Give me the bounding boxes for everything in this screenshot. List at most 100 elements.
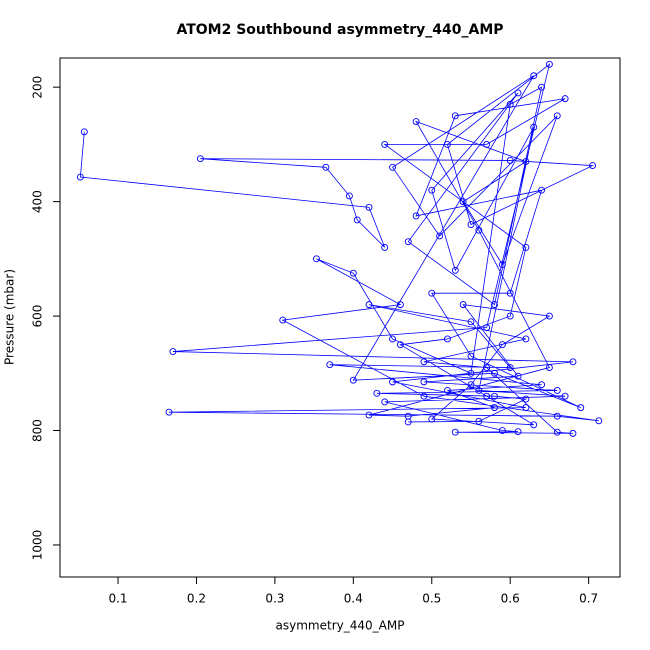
data-point [569, 429, 577, 437]
x-tick-label: 0.3 [265, 592, 284, 606]
data-point [420, 378, 428, 386]
data-point [326, 361, 334, 369]
data-point [475, 417, 483, 425]
data-point [589, 162, 596, 170]
data-point [196, 155, 204, 163]
data-point [545, 60, 553, 68]
data-point [365, 301, 373, 309]
data-point [389, 163, 396, 171]
data-point [553, 428, 561, 436]
data-point [444, 387, 451, 394]
data-point [459, 301, 467, 309]
data-point [553, 112, 561, 120]
data-point [538, 381, 546, 389]
plot-area [76, 60, 603, 437]
data-point [381, 398, 389, 406]
data-point [530, 421, 538, 429]
data-point [381, 140, 389, 148]
data-point [483, 140, 491, 148]
data-point [522, 158, 530, 166]
data-point [538, 186, 546, 194]
data-point [373, 389, 381, 397]
data-point [389, 378, 396, 386]
data-point [553, 387, 561, 394]
data-point [522, 335, 530, 343]
y-tick-label: 600 [31, 305, 45, 328]
data-point [467, 369, 475, 377]
data-point [506, 364, 514, 372]
data-point [444, 335, 451, 343]
data-point [444, 140, 451, 148]
data-point [428, 289, 436, 297]
data-point [365, 411, 373, 419]
data-point [498, 261, 506, 269]
data-point [451, 266, 459, 274]
data-point [498, 341, 506, 349]
data-point [491, 301, 498, 309]
x-tick-label: 0.2 [187, 592, 206, 606]
data-point [349, 376, 357, 384]
data-point [467, 221, 475, 228]
data-point [353, 216, 361, 224]
data-point [561, 392, 569, 400]
data-point [396, 341, 404, 349]
data-point [506, 312, 514, 320]
data-point [553, 412, 561, 420]
data-point [365, 203, 373, 211]
data-point [459, 198, 467, 206]
data-point [530, 72, 538, 80]
data-point [345, 192, 353, 200]
data-point [491, 392, 498, 400]
data-point [475, 226, 483, 234]
data-point [577, 404, 585, 412]
data-point [522, 395, 530, 403]
x-axis-label: asymmetry_440_AMP [276, 619, 405, 633]
x-tick-label: 0.4 [344, 592, 363, 606]
data-point [80, 128, 88, 136]
data-point [76, 173, 84, 181]
data-point [561, 95, 569, 103]
x-tick-label: 0.6 [501, 592, 520, 606]
data-point [322, 163, 330, 171]
data-point [569, 358, 577, 366]
data-point [506, 156, 514, 164]
data-point [412, 118, 420, 125]
data-point [420, 392, 428, 400]
data-point [545, 312, 553, 320]
data-point [279, 316, 287, 324]
data-point [483, 392, 491, 400]
y-axis-label: Pressure (mbar) [3, 269, 17, 365]
data-point [428, 186, 436, 194]
x-tick-label: 0.7 [579, 592, 598, 606]
data-point [522, 243, 530, 251]
data-point [349, 269, 357, 277]
data-point [313, 255, 320, 263]
y-tick-label: 200 [31, 76, 45, 99]
data-point [514, 372, 522, 380]
data-point [389, 335, 396, 343]
data-point [404, 418, 412, 426]
data-point [506, 289, 514, 297]
chart-title: ATOM2 Southbound asymmetry_440_AMP [176, 22, 503, 38]
data-point [506, 100, 514, 108]
data-point [545, 364, 553, 372]
data-point [381, 243, 389, 251]
data-point [514, 428, 522, 436]
data-point [404, 238, 412, 246]
data-point [475, 387, 483, 394]
data-point [169, 348, 177, 355]
y-tick-label: 1000 [31, 530, 45, 561]
data-point [595, 417, 603, 425]
y-tick-label: 400 [31, 190, 45, 213]
data-point [467, 381, 475, 389]
data-point [420, 358, 428, 366]
data-point [467, 352, 475, 360]
data-point [522, 404, 530, 412]
y-tick-label: 800 [31, 419, 45, 442]
data-line [79, 63, 599, 434]
data-point [412, 212, 420, 220]
data-point [467, 318, 475, 326]
data-point [514, 89, 522, 97]
data-point [491, 404, 498, 412]
